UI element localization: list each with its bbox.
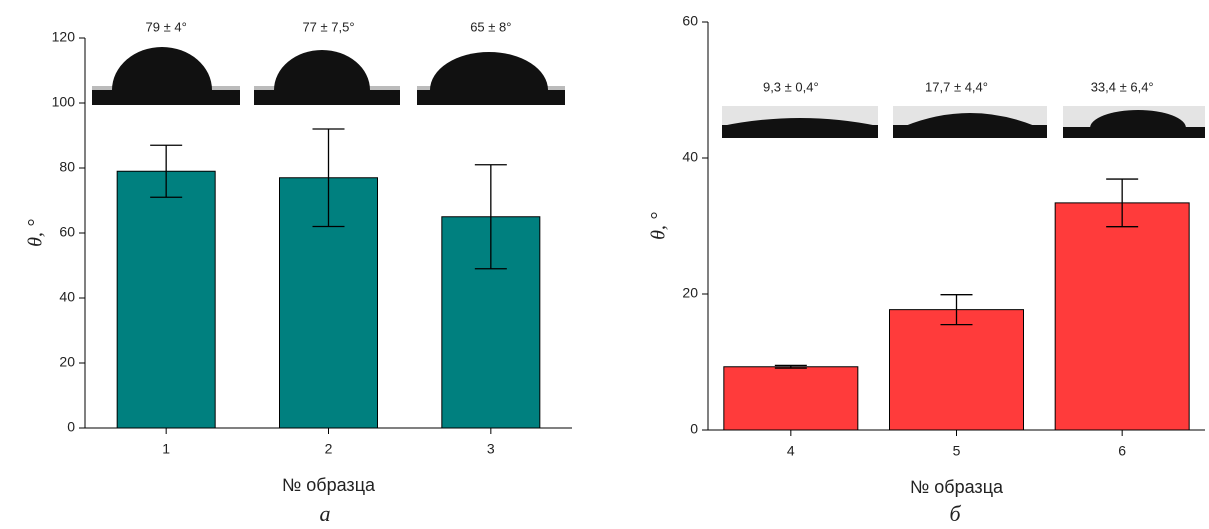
x-tick-label: 3 — [487, 441, 495, 457]
x-axis-label: № образца — [282, 475, 376, 495]
x-tick-label: 1 — [162, 441, 170, 457]
x-tick-label: 2 — [325, 441, 333, 457]
annotation: 9,3 ± 0,4° — [763, 79, 819, 94]
y-tick-label: 40 — [682, 149, 698, 165]
y-tick-label: 40 — [59, 289, 75, 305]
x-tick-label: 5 — [953, 443, 961, 459]
panel-caption: б — [949, 501, 961, 526]
panel-caption: а — [320, 501, 331, 526]
bar — [890, 310, 1024, 430]
annotation: 17,7 ± 4,4° — [925, 79, 988, 94]
x-tick-label: 6 — [1118, 443, 1126, 459]
annotation: 79 ± 4° — [146, 19, 187, 34]
droplet-images — [92, 47, 1205, 138]
bar — [117, 171, 215, 428]
y-axis-label: θ, ° — [648, 212, 670, 240]
y-tick-label: 60 — [682, 13, 698, 29]
y-tick-label: 120 — [52, 29, 76, 45]
y-tick-label: 20 — [682, 285, 698, 301]
annotation: 77 ± 7,5° — [302, 19, 354, 34]
bar — [724, 367, 858, 430]
y-tick-label: 20 — [59, 354, 75, 370]
y-tick-label: 80 — [59, 159, 75, 175]
y-tick-label: 60 — [59, 224, 75, 240]
x-axis-label: № образца — [910, 477, 1004, 497]
y-tick-label: 100 — [52, 94, 76, 110]
x-tick-label: 4 — [787, 443, 795, 459]
annotation: 65 ± 8° — [470, 19, 511, 34]
y-tick-label: 0 — [690, 421, 698, 437]
y-axis-label: θ, ° — [25, 219, 47, 247]
y-tick-label: 0 — [67, 419, 75, 435]
bar — [1055, 203, 1189, 430]
annotation: 33,4 ± 6,4° — [1091, 79, 1154, 94]
figure: 020406080100120179 ± 4°277 ± 7,5°365 ± 8… — [0, 0, 1209, 529]
